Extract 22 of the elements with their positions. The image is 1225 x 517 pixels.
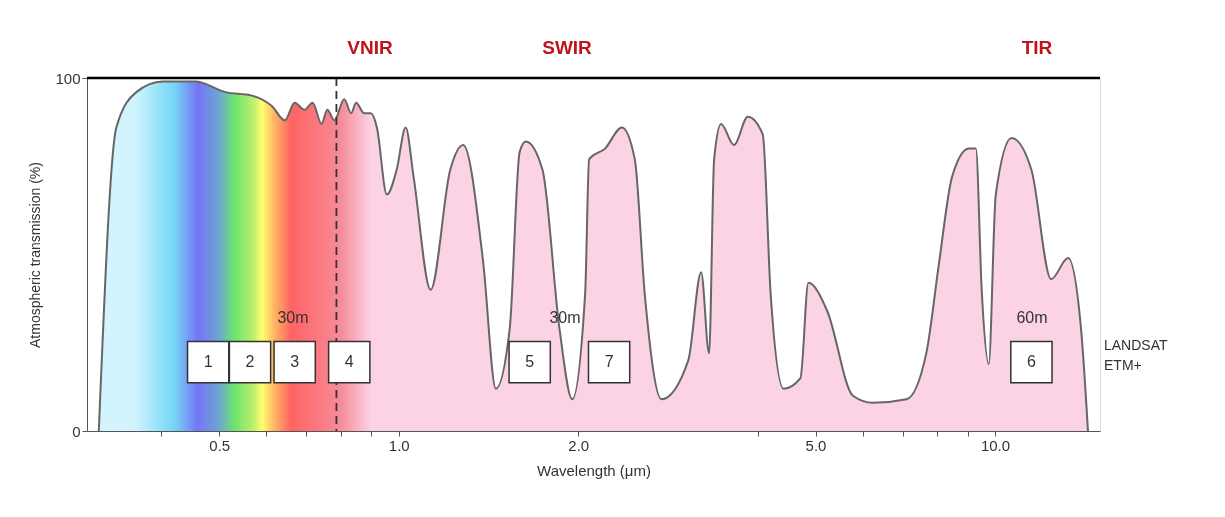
y-tick-label: 100: [55, 69, 81, 87]
text: LANDSAT ETM+: [1104, 337, 1168, 373]
x-tick-label: 2.0: [568, 436, 590, 454]
x-tick-label: 5.0: [805, 436, 827, 454]
x-tick-label: 10.0: [980, 436, 1011, 454]
annotation: 1: [203, 353, 213, 371]
annotation: 5: [525, 353, 535, 371]
text: SWIR: [542, 37, 593, 58]
text: VNIR: [347, 37, 393, 58]
x-tick-label: 1.0: [388, 436, 410, 454]
annotation: 7: [604, 353, 614, 371]
annotation: 4: [344, 353, 354, 371]
x-axis-title: Wavelength (μm): [537, 461, 651, 479]
text: TIR: [1021, 37, 1053, 58]
annotation: 30m: [277, 309, 309, 326]
y-tick-label: 0: [72, 422, 81, 440]
annotation: 2: [245, 353, 255, 371]
annotation: 3: [290, 353, 300, 371]
annotation: 6: [1026, 353, 1036, 371]
y-axis-title: Atmospheric transmission (%): [27, 162, 44, 348]
x-tick-label: 0.5: [209, 436, 231, 454]
annotation: 60m: [1016, 309, 1048, 326]
